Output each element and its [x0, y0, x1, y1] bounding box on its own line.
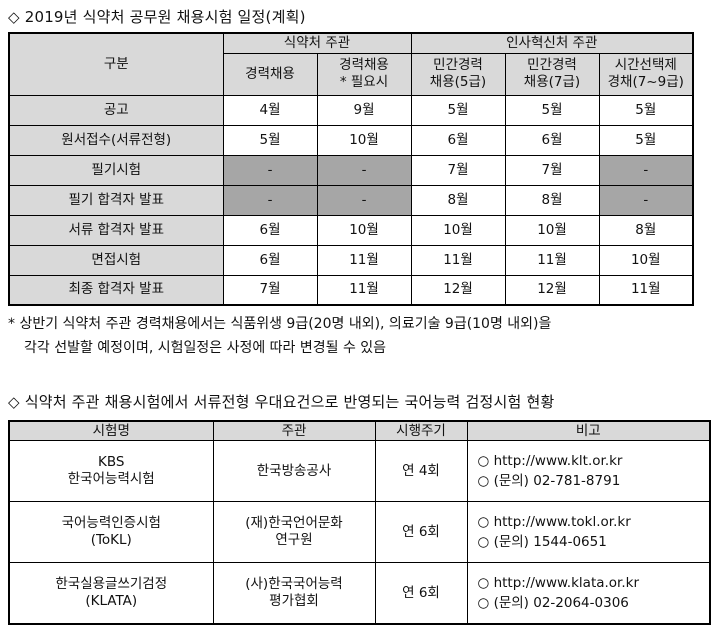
korean-test-table: 시험명 주관 시행주기 비고 KBS 한국어능력시험 한국방송공사 연 4회 ○ …	[8, 420, 711, 625]
header-col1: 경력채용	[222, 52, 318, 96]
cell: 5월	[598, 94, 694, 126]
cell: 9월	[316, 94, 412, 126]
cell: 8월	[410, 184, 506, 216]
header-remarks: 비고	[466, 420, 711, 441]
cell: 5월	[410, 94, 506, 126]
cell: 11월	[316, 244, 412, 276]
cell: -	[222, 154, 318, 186]
section1-title: ◇ 2019년 식약처 공무원 채용시험 일정(계획)	[8, 8, 306, 26]
header-col5: 시간선택제 경채(7~9급)	[598, 52, 694, 96]
cell: 11월	[504, 244, 600, 276]
table-row: 면접시험 6월 11월 11월 11월 10월	[8, 244, 694, 276]
cell: 11월	[316, 274, 412, 306]
cell: 12월	[504, 274, 600, 306]
cell: 6월	[222, 244, 318, 276]
cell: 8월	[504, 184, 600, 216]
remarks: ○ http://www.klt.or.kr ○ (문의) 02-781-879…	[466, 440, 711, 502]
remarks: ○ http://www.klata.or.kr ○ (문의) 02-2064-…	[466, 562, 711, 625]
cell: 10월	[504, 214, 600, 246]
test-name: 한국실용글쓰기검정 (KLATA)	[8, 562, 214, 625]
organizer: 한국방송공사	[212, 440, 376, 502]
cell: 12월	[410, 274, 506, 306]
table-row: 필기 합격자 발표 - - 8월 8월 -	[8, 184, 694, 216]
table-row: KBS 한국어능력시험 한국방송공사 연 4회 ○ http://www.klt.…	[8, 440, 711, 502]
section2-title: ◇ 식약처 주관 채용시험에서 서류전형 우대요건으로 반영되는 국어능력 검정…	[8, 393, 555, 411]
header-organizer: 주관	[212, 420, 376, 441]
cell: 11월	[598, 274, 694, 306]
row-label: 서류 합격자 발표	[8, 214, 224, 246]
footnote-line1: * 상반기 식약처 주관 경력채용에서는 식품위생 9급(20명 내외), 의료…	[8, 316, 552, 332]
phone-text: ○ (문의) 02-781-8791	[477, 473, 621, 489]
phone-text: ○ (문의) 1544-0651	[477, 534, 607, 550]
header-group-mpm: 인사혁신처 주관	[410, 32, 694, 54]
remarks: ○ http://www.tokl.or.kr ○ (문의) 1544-0651	[466, 501, 711, 563]
cell: 5월	[598, 124, 694, 156]
row-label: 최종 합격자 발표	[8, 274, 224, 306]
cell: 8월	[598, 214, 694, 246]
cell: -	[316, 154, 412, 186]
cell: 6월	[504, 124, 600, 156]
url-link[interactable]: ○ http://www.klata.or.kr	[477, 575, 640, 591]
header-col2: 경력채용 * 필요시	[316, 52, 412, 96]
frequency: 연 6회	[374, 562, 468, 625]
frequency: 연 6회	[374, 501, 468, 563]
row-label: 원서접수(서류전형)	[8, 124, 224, 156]
cell: 10월	[598, 244, 694, 276]
header-col3: 민간경력 채용(5급)	[410, 52, 506, 96]
test-name: KBS 한국어능력시험	[8, 440, 214, 502]
header-group-mfds: 식약처 주관	[222, 32, 412, 54]
schedule-table: 구분 식약처 주관 인사혁신처 주관 경력채용 경력채용 * 필요시 민간경력 채용…	[8, 32, 695, 306]
cell: 5월	[222, 124, 318, 156]
cell: -	[316, 184, 412, 216]
organizer: (사)한국국어능력 평가협회	[212, 562, 376, 625]
organizer: (재)한국언어문화 연구원	[212, 501, 376, 563]
table-row: 필기시험 - - 7월 7월 -	[8, 154, 694, 186]
table-row: 국어능력인증시험 (ToKL) (재)한국언어문화 연구원 연 6회 ○ http:…	[8, 501, 711, 563]
footnote: * 상반기 식약처 주관 경력채용에서는 식품위생 9급(20명 내외), 의료…	[8, 312, 714, 360]
cell: -	[222, 184, 318, 216]
frequency: 연 4회	[374, 440, 468, 502]
footnote-line2: 각각 선발할 예정이며, 시험일정은 사정에 따라 변경될 수 있음	[24, 340, 387, 356]
cell: 11월	[410, 244, 506, 276]
cell: 4월	[222, 94, 318, 126]
cell: 7월	[504, 154, 600, 186]
header-category: 구분	[8, 32, 224, 96]
cell: -	[598, 154, 694, 186]
url-link[interactable]: ○ http://www.tokl.or.kr	[477, 514, 631, 530]
cell: -	[598, 184, 694, 216]
header-col4: 민간경력 채용(7급)	[504, 52, 600, 96]
row-label: 공고	[8, 94, 224, 126]
table-row: 최종 합격자 발표 7월 11월 12월 12월 11월	[8, 274, 694, 306]
table-row: 서류 합격자 발표 6월 10월 10월 10월 8월	[8, 214, 694, 246]
cell: 10월	[316, 124, 412, 156]
header-frequency: 시행주기	[374, 420, 468, 441]
cell: 10월	[410, 214, 506, 246]
table-row: 한국실용글쓰기검정 (KLATA) (사)한국국어능력 평가협회 연 6회 ○ ht…	[8, 562, 711, 625]
cell: 7월	[410, 154, 506, 186]
cell: 10월	[316, 214, 412, 246]
row-label: 면접시험	[8, 244, 224, 276]
cell: 7월	[222, 274, 318, 306]
phone-text: ○ (문의) 02-2064-0306	[477, 595, 629, 611]
cell: 6월	[410, 124, 506, 156]
header-test-name: 시험명	[8, 420, 214, 441]
cell: 5월	[504, 94, 600, 126]
test-name: 국어능력인증시험 (ToKL)	[8, 501, 214, 563]
cell: 6월	[222, 214, 318, 246]
row-label: 필기 합격자 발표	[8, 184, 224, 216]
row-label: 필기시험	[8, 154, 224, 186]
table-row: 원서접수(서류전형) 5월 10월 6월 6월 5월	[8, 124, 694, 156]
table-row: 공고 4월 9월 5월 5월 5월	[8, 94, 694, 126]
url-link[interactable]: ○ http://www.klt.or.kr	[477, 453, 623, 469]
